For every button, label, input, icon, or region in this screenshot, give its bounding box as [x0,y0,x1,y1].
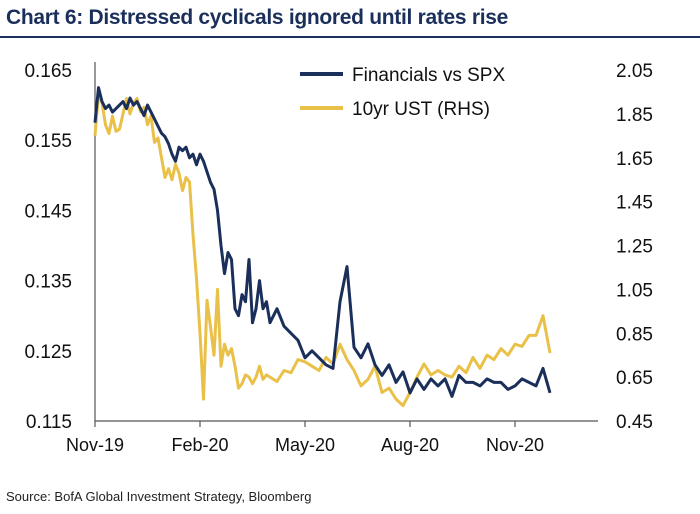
x-tick-label: Nov-20 [486,435,544,455]
x-tick-label: May-20 [275,435,335,455]
right-tick-label: 1.65 [616,149,653,170]
series-line-10yr-ust [93,92,552,408]
right-tick-label: 0.85 [616,324,653,345]
legend-label: Financials vs SPX [352,65,505,86]
left-tick-label: 0.125 [24,342,72,363]
legend: Financials vs SPX 10yr UST (RHS) [300,65,505,120]
series-layer [93,86,552,408]
legend-label: 10yr UST (RHS) [352,99,490,120]
source-note: Source: BofA Global Investment Strategy,… [6,489,312,504]
x-tick-label: Feb-20 [171,435,228,455]
series-line-financials-vs-spx [93,86,552,398]
right-tick-label: 2.05 [616,61,653,82]
x-tick-label: Nov-19 [66,435,124,455]
left-tick-label: 0.115 [26,412,72,433]
right-tick-label: 1.45 [616,193,653,214]
left-tick-label: 0.135 [24,272,72,293]
chart-title: Chart 6: Distressed cyclicals ignored un… [6,6,509,29]
left-axis: 0.165 0.155 0.145 0.135 0.125 0.115 [24,61,72,433]
x-tick-label: Aug-20 [381,435,439,455]
right-tick-label: 0.45 [616,412,653,433]
left-tick-label: 0.145 [24,201,72,222]
right-tick-label: 1.85 [616,105,653,126]
right-tick-label: 1.25 [616,237,653,258]
right-tick-label: 1.05 [616,280,653,301]
left-tick-label: 0.165 [24,61,72,82]
title-underline [0,36,700,38]
x-axis: Nov-19 Feb-20 May-20 Aug-20 Nov-20 [66,62,598,455]
left-tick-label: 0.155 [24,131,72,152]
right-axis: 2.05 1.85 1.65 1.45 1.25 1.05 0.85 0.65 0.45 [616,61,653,433]
right-tick-label: 0.65 [616,368,653,389]
